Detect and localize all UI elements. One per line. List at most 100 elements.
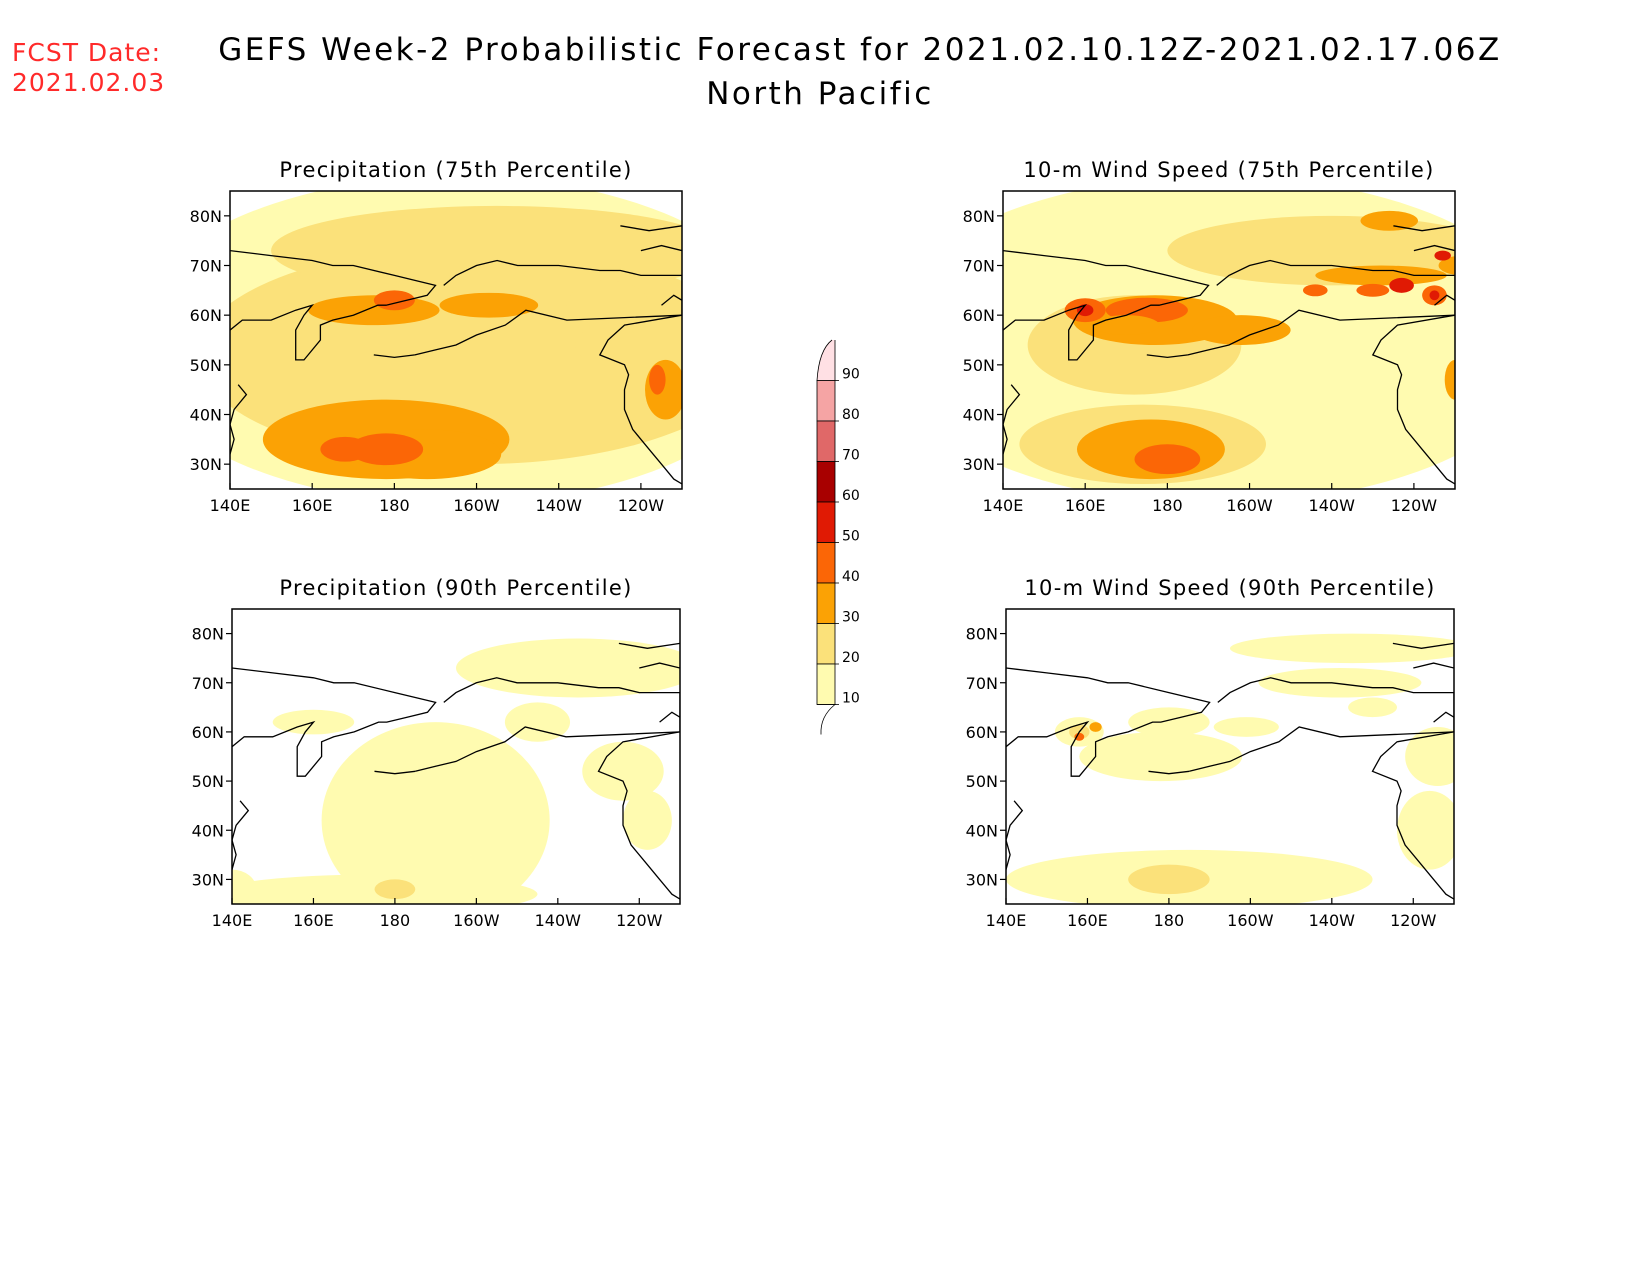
lat-tick-label: 30N [192, 870, 224, 889]
color-bar-segment [816, 542, 836, 584]
lon-tick-label: 160E [1065, 496, 1106, 515]
probability-contour [232, 869, 257, 904]
lat-tick-label: 60N [963, 306, 995, 325]
map-frame [1002, 190, 1456, 490]
lat-tick-label: 80N [966, 625, 998, 644]
probability-contour [321, 722, 550, 904]
probability-contour [582, 741, 664, 801]
color-bar-segment [816, 461, 836, 503]
probability-contour [374, 879, 416, 900]
probability-contour [645, 359, 682, 420]
coastline [618, 642, 680, 649]
main-title: GEFS Week-2 Probabilistic Forecast for 2… [218, 32, 1502, 68]
coastline [1189, 726, 1454, 772]
region-title: North Pacific [706, 76, 934, 112]
color-bar-segment [816, 582, 836, 624]
lat-tick-label: 60N [192, 723, 224, 742]
lon-tick-label: 140W [1309, 496, 1356, 515]
coastline [659, 711, 680, 723]
lon-tick-label: 120W [618, 496, 665, 515]
coastline [1216, 259, 1455, 485]
probability-contour [504, 702, 571, 742]
color-bar-bottom-tip [817, 704, 837, 735]
coastline [1413, 244, 1455, 252]
color-bar-label: 50 [842, 529, 860, 545]
map-panel-wind75: 10-m Wind Speed (75th Percentile) 140E 160… [963, 158, 1456, 515]
coastline [661, 294, 682, 306]
lat-tick-label: 60N [190, 306, 222, 325]
map-panel-precip75: Precipitation (75th Percentile) 140E 160E 1… [190, 158, 683, 515]
lat-tick-label: 50N [190, 356, 222, 375]
color-bar-label: 80 [842, 407, 860, 423]
lon-tick-label: 160E [1067, 911, 1108, 930]
lat-tick-label: 50N [966, 772, 998, 791]
lat-tick-label: 30N [963, 455, 995, 474]
lat-tick-label: 60N [966, 723, 998, 742]
shaded-field [232, 609, 680, 904]
panel-title: 10-m Wind Speed (75th Percentile) [1023, 158, 1434, 182]
probability-contour [1074, 732, 1085, 741]
probability-contour [1302, 284, 1328, 297]
coastline [1187, 309, 1455, 356]
lat-tick-label: 30N [190, 455, 222, 474]
lon-tick-label: 180 [380, 911, 411, 930]
probability-contour [1076, 304, 1094, 317]
coastline [230, 249, 437, 361]
coastline [374, 770, 416, 775]
forecast-date-block: FCST Date: 2021.02.03 [12, 38, 165, 98]
lon-tick-label: 120W [1390, 911, 1437, 930]
color-bar-label: 60 [842, 488, 860, 504]
lat-tick-label: 40N [192, 821, 224, 840]
probability-contour [1360, 210, 1419, 231]
lat-tick-label: 40N [966, 821, 998, 840]
color-bar-label: 40 [842, 569, 860, 585]
coastline [1393, 225, 1455, 232]
probability-contour [1429, 290, 1440, 301]
probability-contour [349, 433, 424, 466]
coastline [1006, 800, 1024, 870]
lon-tick-label: 140E [210, 496, 251, 515]
lat-tick-label: 70N [190, 257, 222, 276]
lat-tick-label: 50N [192, 772, 224, 791]
lat-tick-label: 40N [963, 406, 995, 425]
lat-tick-label: 70N [963, 257, 995, 276]
coastline [1217, 677, 1454, 900]
lon-tick-label: 140E [983, 496, 1024, 515]
coastline [1434, 294, 1455, 306]
probability-contour [271, 205, 682, 296]
map-panel-wind90: 10-m Wind Speed (90th Percentile) 140E 160… [966, 576, 1455, 930]
probability-contour [1405, 727, 1454, 786]
coastline [443, 259, 682, 485]
lon-tick-label: 160W [453, 496, 500, 515]
lat-tick-label: 30N [966, 870, 998, 889]
coastline [1003, 384, 1021, 455]
lon-tick-label: 180 [1154, 911, 1185, 930]
lon-tick-label: 160E [292, 496, 333, 515]
probability-contour [1134, 444, 1201, 475]
lon-tick-label: 120W [1391, 496, 1438, 515]
coastline [620, 225, 682, 232]
coastline [1392, 642, 1454, 649]
probability-contour [1213, 717, 1279, 737]
color-bar: 10 20 30 40 50 60 70 80 90 [816, 339, 860, 735]
coastline [1148, 770, 1190, 775]
coastline [373, 354, 415, 359]
probability-contour [439, 292, 539, 318]
coastline [232, 800, 250, 870]
color-bar-segment [816, 623, 836, 665]
probability-contour [649, 364, 666, 395]
coastline [443, 677, 680, 900]
coastline [232, 667, 437, 777]
color-bar-label: 30 [842, 610, 860, 626]
lon-tick-label: 140E [212, 911, 253, 930]
coastline [1146, 354, 1188, 359]
color-bar-label: 70 [842, 448, 860, 464]
probability-contour [456, 638, 680, 698]
lat-tick-label: 70N [966, 674, 998, 693]
coastline [414, 309, 682, 356]
lon-tick-label: 120W [616, 911, 663, 930]
probability-contour [1192, 315, 1291, 345]
map-panel-precip90: Precipitation (90th Percentile) 140E 160E 1… [192, 576, 681, 930]
color-bar-segment [816, 339, 836, 381]
